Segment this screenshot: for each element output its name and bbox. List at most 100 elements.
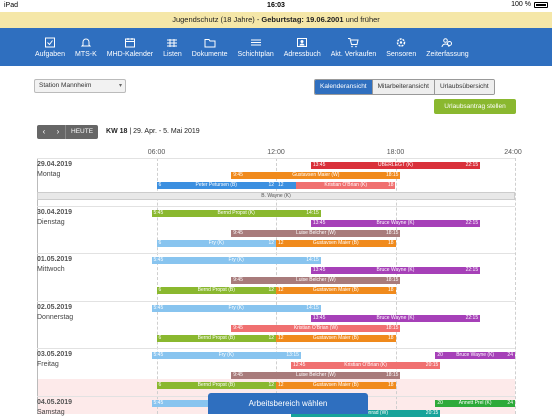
nav-item-dokumente[interactable]: Dokumente: [187, 28, 233, 66]
week-number: KW 18: [106, 128, 128, 135]
users-icon: [441, 37, 453, 48]
shift-bar[interactable]: Kristian O'Brian (W) 9:45 18:15: [231, 324, 401, 332]
shift-bar[interactable]: ÜBERLEGT (K) 13:45 22:15: [310, 162, 481, 169]
shift-employee: Bernd Propst (B): [197, 382, 235, 388]
shift-bar[interactable]: Fry (K) 5:45 14:15: [151, 304, 321, 312]
nav-item-label: Adressbuch: [283, 50, 321, 58]
shift-bar[interactable]: B. Wayne (K): [37, 192, 515, 200]
shift-employee: Gustavsen Maier (W): [292, 172, 340, 178]
nav-item-mhd-kalender[interactable]: MHD-Kalender: [102, 28, 158, 66]
nav-item-label: Sensoren: [386, 50, 417, 58]
shift-end: 12: [268, 334, 274, 341]
shift-end: 24: [507, 399, 513, 406]
shift-start: 20: [437, 399, 443, 406]
shift-bar[interactable]: Gustavsen Maier (B) 12 18: [276, 239, 396, 247]
shift-employee: Gustavsen Maier (B): [312, 382, 359, 388]
clock: 16:03: [267, 2, 285, 9]
shift-end: 14:15: [306, 304, 319, 311]
day-date: 02.05.2019: [37, 303, 73, 311]
hour-gridline: [156, 158, 158, 414]
shift-bar[interactable]: Fry (K) 5:45 14:15: [151, 257, 321, 264]
shift-bar[interactable]: Luise Belcher (W) 9:45 18:15: [231, 229, 401, 237]
battery-icon: [534, 1, 548, 8]
shift-end: 18: [387, 239, 394, 246]
shift-employee: Annett Prel (K): [458, 399, 492, 406]
nav-item-akt-verkaufen[interactable]: Akt. Verkaufen: [326, 28, 382, 66]
tab-mitarbeiteransicht[interactable]: Mitarbeiteransicht: [371, 80, 434, 94]
nav-item-zeiterfassung[interactable]: Zeiterfassung: [421, 28, 473, 66]
shift-start: 5:45: [153, 209, 164, 216]
shift-bar[interactable]: Kristian O'Brian (K) 18: [295, 182, 396, 189]
shift-employee: Bruce Wayne (K): [456, 352, 495, 358]
shift-bar[interactable]: Luise Belcher (W) 9:45 18:15: [231, 372, 401, 379]
shift-bar[interactable]: 12: [276, 182, 296, 189]
shift-bar[interactable]: Bernd Propst (B) 6 12: [156, 334, 276, 342]
shift-bar[interactable]: Bruce Wayne (K) 13:45 22:15: [310, 219, 481, 227]
nav-item-sensoren[interactable]: Sensoren: [381, 28, 421, 66]
hour-label: 24:00: [504, 149, 522, 156]
grid-icon: [166, 37, 178, 48]
cart-icon: [347, 37, 360, 48]
day-weekday: Samstag: [37, 408, 65, 416]
tab-urlaubsuebersicht[interactable]: Urlaubsübersicht: [433, 80, 494, 94]
shift-bar[interactable]: Fry (K) 5:45 13:15: [151, 352, 301, 359]
folder-icon: [204, 37, 216, 48]
workarea-select-button[interactable]: Arbeitsbereich wählen: [208, 393, 368, 414]
shift-bar[interactable]: Annett Prel (K) 20 24: [435, 399, 515, 407]
today-button[interactable]: HEUTE: [65, 124, 99, 139]
shift-bar[interactable]: Luise Belcher (W) 9:45 18:15: [231, 277, 401, 284]
vacation-request-button[interactable]: Urlaubsantrag stellen: [434, 99, 516, 114]
shift-start: 6: [158, 334, 162, 341]
shift-employee: Bernd Propst (B): [197, 334, 235, 341]
day-weekday: Freitag: [37, 361, 59, 368]
shift-bar[interactable]: Bruce Wayne (K) 13:45 22:15: [310, 314, 481, 322]
battery-status: 100 %: [511, 1, 548, 8]
shift-bar[interactable]: Bernd Propst (K) 5:45 14:15: [151, 209, 321, 217]
hour-label: 18:00: [386, 149, 405, 156]
gear-icon: [395, 37, 407, 48]
shift-bar[interactable]: Peter Petursen (B) 6 12: [156, 182, 276, 189]
shift-bar[interactable]: Gustavsen Maier (B) 12 18: [276, 287, 396, 294]
shift-bar[interactable]: Bernd Propst (B) 6 12: [156, 382, 276, 389]
shift-end: 18:15: [385, 372, 399, 378]
day-label: 02.05.2019 Donnerstag: [37, 303, 73, 323]
shift-bar[interactable]: Kristian O'Brian (K) 12:45 20:15: [290, 362, 441, 369]
shift-end: 12: [268, 287, 274, 293]
nav-item-schichtplan[interactable]: Schichtplan: [233, 28, 279, 66]
shift-bar[interactable]: Gustavsen Maier (B) 12 18: [276, 334, 396, 342]
nav-item-aufgaben[interactable]: Aufgaben: [30, 28, 70, 66]
shift-bar[interactable]: Gustavsen Maier (B) 12 18: [276, 382, 396, 389]
ios-status-bar: iPad 16:03 100 %: [0, 0, 552, 12]
shift-employee: Bernd Propst (B): [197, 287, 235, 293]
shift-employee: Gustavsen Maier (B): [312, 239, 359, 246]
shift-bar[interactable]: Fry (K) 6 12: [156, 239, 276, 247]
shift-start: 20: [437, 352, 443, 358]
tab-kalenderansicht[interactable]: Kalenderansicht: [315, 80, 372, 94]
hour-label: 12:00: [267, 149, 285, 156]
next-week-button[interactable]: ›: [51, 124, 65, 139]
nav-item-label: Akt. Verkaufen: [330, 50, 377, 58]
shift-employee: Fry (K): [228, 257, 244, 263]
shift-bar[interactable]: Bernd Propst (B) 6 12: [156, 287, 276, 294]
nav-item-listen[interactable]: Listen: [158, 28, 187, 66]
bell-icon: [80, 37, 92, 48]
main-navigation: Aufgaben MTS-K MHD-Kalender Listen Dokumente…: [0, 28, 552, 66]
shift-bar[interactable]: Gustavsen Maier (W) 9:45 18:15: [231, 172, 401, 179]
shift-bar[interactable]: Bruce Wayne (K) 13:45 22:15: [310, 267, 481, 274]
nav-item-mts-k[interactable]: MTS-K: [70, 28, 102, 66]
shift-start: 13:45: [312, 162, 326, 168]
checkbox-icon: [44, 37, 56, 48]
youth-protection-notice: Jugendschutz (18 Jahre) - Geburtstag: 19…: [0, 12, 552, 28]
week-title: KW 18 | 29. Apr. - 5. Mai 2019: [106, 128, 200, 135]
shift-start: 5:45: [153, 399, 164, 406]
shift-bar[interactable]: Bruce Wayne (K) 20 24: [435, 352, 515, 359]
shift-start: 12: [278, 182, 284, 188]
shift-start: 12: [278, 287, 284, 293]
nav-item-adressbuch[interactable]: Adressbuch: [279, 28, 326, 66]
day-separator: [37, 158, 515, 159]
shift-start: 12: [278, 382, 284, 388]
station-select[interactable]: Station Mannheim ▾: [34, 79, 126, 93]
previous-week-button[interactable]: ‹: [37, 124, 51, 139]
day-separator: [37, 205, 515, 207]
day-date: 29.04.2019: [37, 161, 73, 168]
